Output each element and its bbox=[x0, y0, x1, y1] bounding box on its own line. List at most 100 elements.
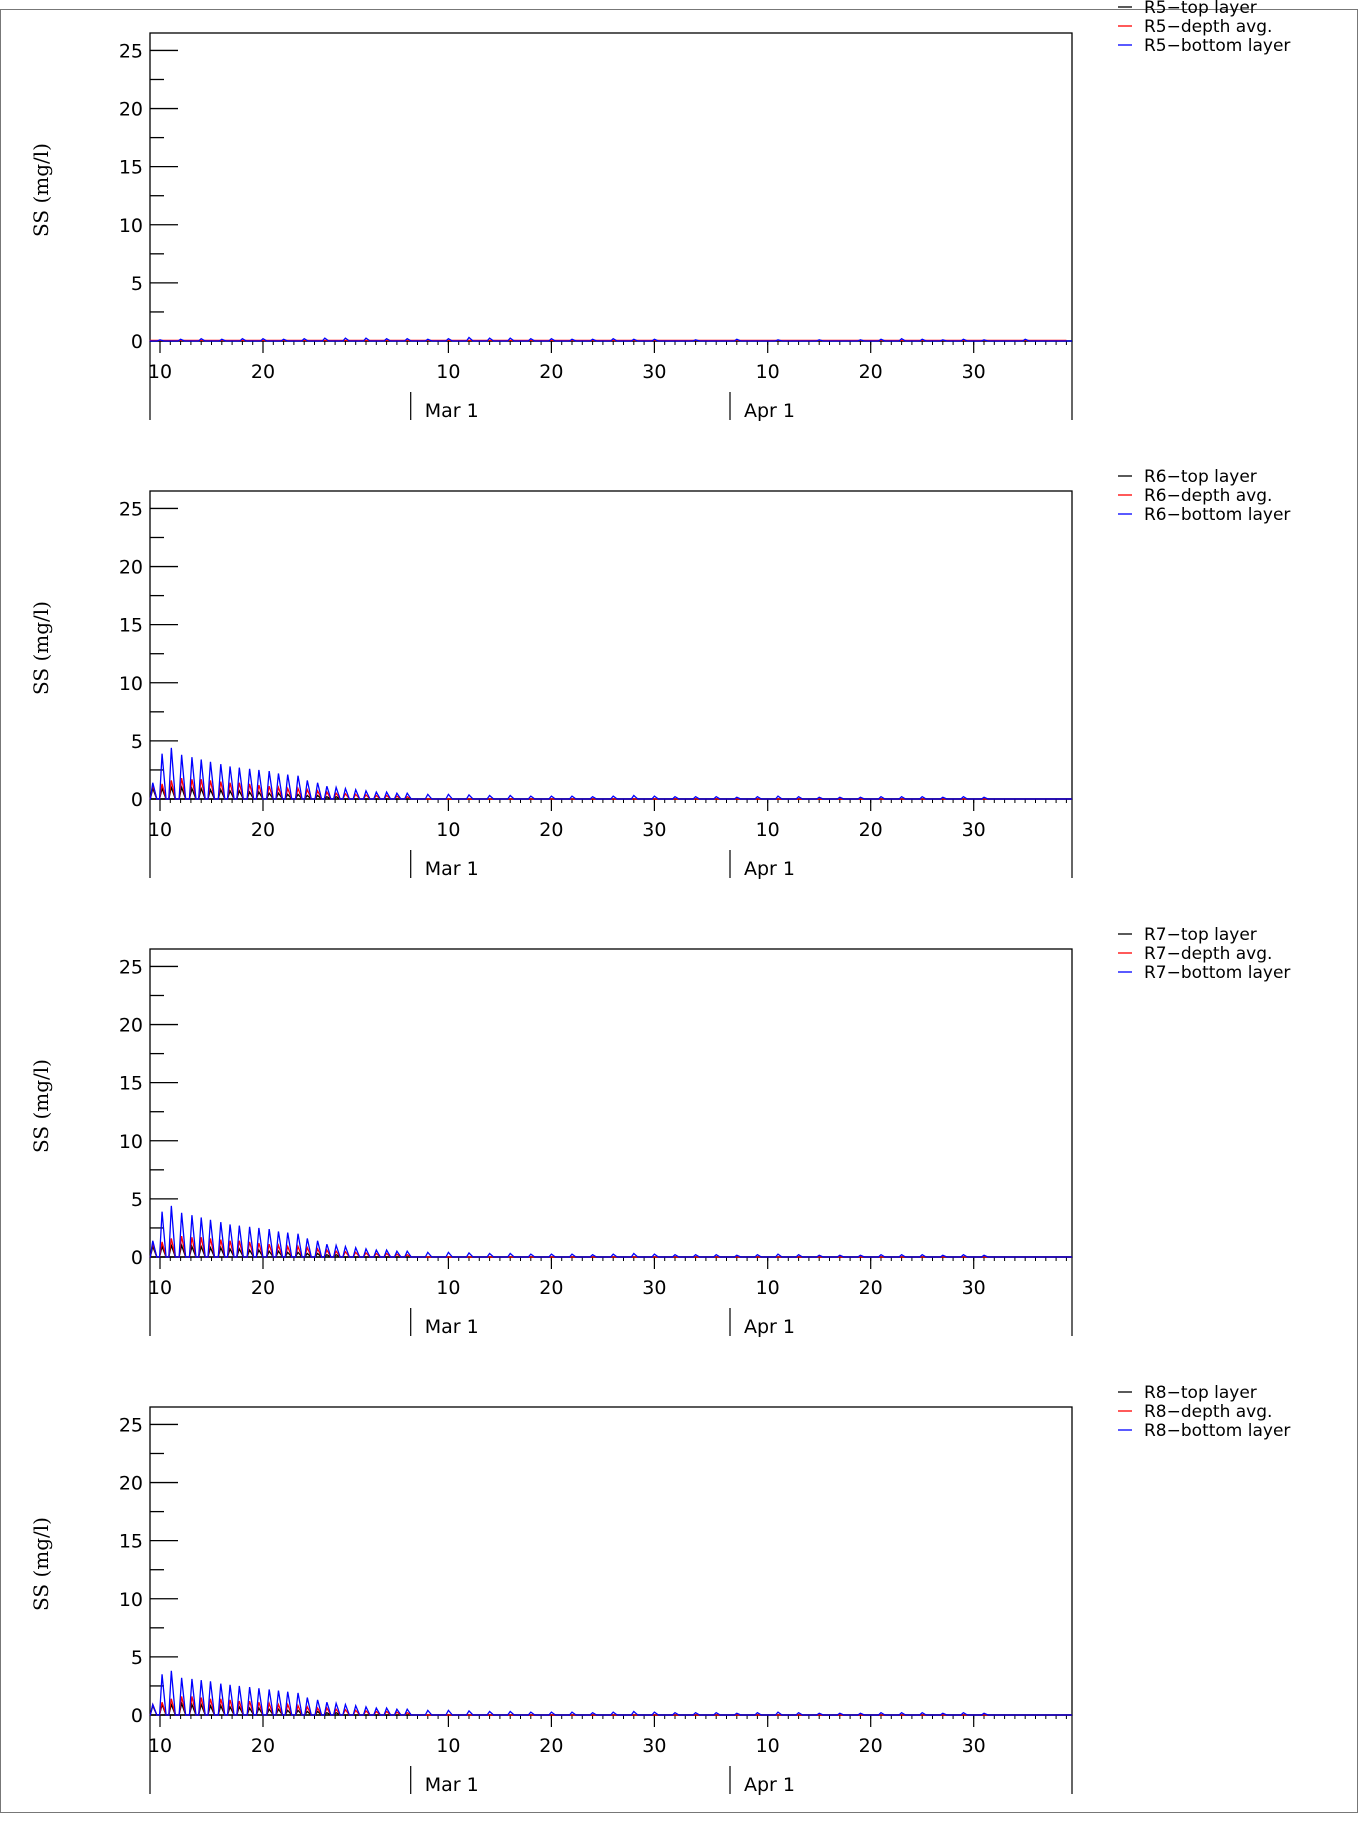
series-2 bbox=[149, 1670, 1072, 1716]
x-tick-label: 20 bbox=[859, 1735, 883, 1757]
series-line bbox=[149, 747, 1072, 800]
y-tick-label: 0 bbox=[131, 1705, 143, 1727]
plot-frame bbox=[149, 948, 1073, 1258]
y-tick-label: 0 bbox=[131, 1247, 143, 1269]
y-tick-label: 10 bbox=[119, 215, 143, 237]
y-tick-label: 5 bbox=[131, 273, 143, 295]
series-1 bbox=[149, 777, 1072, 800]
x-tick-label: 20 bbox=[859, 361, 883, 383]
series-2 bbox=[149, 1205, 1072, 1258]
y-tick-label: 0 bbox=[131, 789, 143, 811]
x-tick-label: 10 bbox=[756, 361, 780, 383]
x-tick-label: 30 bbox=[642, 1277, 666, 1299]
legend-label: R6−top layer bbox=[1144, 467, 1257, 487]
x-tick-label: 20 bbox=[539, 1735, 563, 1757]
y-tick-label: 5 bbox=[131, 1647, 143, 1669]
x-tick-label: 30 bbox=[962, 361, 986, 383]
x-tick-label: 20 bbox=[859, 1277, 883, 1299]
chart-panel-3: 0 5 10 15 20 25 SS (mg/l) 10 20 10 20 30 10 20 30 Mar 1… bbox=[0, 916, 1359, 1376]
x-tick-label: 30 bbox=[962, 1277, 986, 1299]
y-tick-label: 20 bbox=[119, 557, 143, 579]
month-label: Mar 1 bbox=[425, 1774, 479, 1796]
legend-label: R8−top layer bbox=[1144, 1383, 1257, 1403]
series-line bbox=[149, 336, 1072, 342]
month-label: Apr 1 bbox=[744, 858, 795, 880]
x-tick-label: 30 bbox=[642, 819, 666, 841]
x-tick-label: 10 bbox=[756, 1277, 780, 1299]
legend-label: R5−bottom layer bbox=[1144, 36, 1290, 56]
legend-label: R8−bottom layer bbox=[1144, 1421, 1290, 1441]
y-axis-label: SS (mg/l) bbox=[29, 601, 53, 695]
x-tick-label: 10 bbox=[148, 1735, 172, 1757]
series-1 bbox=[149, 1696, 1072, 1716]
series-line bbox=[149, 1670, 1072, 1716]
y-tick-label: 25 bbox=[119, 956, 143, 978]
x-tick-label: 20 bbox=[251, 361, 275, 383]
x-tick-label: 20 bbox=[251, 1735, 275, 1757]
legend-label: R5−top layer bbox=[1144, 0, 1257, 18]
x-tick-label: 20 bbox=[539, 819, 563, 841]
plot-frame bbox=[149, 32, 1073, 342]
x-tick-label: 30 bbox=[642, 361, 666, 383]
y-tick-label: 20 bbox=[119, 1473, 143, 1495]
y-tick-label: 10 bbox=[119, 1589, 143, 1611]
y-axis-label: SS (mg/l) bbox=[29, 143, 53, 237]
month-label: Mar 1 bbox=[425, 400, 479, 422]
x-tick-label: 10 bbox=[436, 361, 460, 383]
x-tick-label: 10 bbox=[148, 1277, 172, 1299]
chart-svg: 0 5 10 15 20 25 SS (mg/l) 10 20 10 20 30 10 20 30 Mar 1… bbox=[29, 925, 1290, 1338]
y-tick-label: 10 bbox=[119, 1131, 143, 1153]
x-tick-label: 30 bbox=[962, 819, 986, 841]
legend-label: R7−bottom layer bbox=[1144, 963, 1290, 983]
chart-svg: 0 5 10 15 20 25 SS (mg/l) 10 20 10 20 30 10 20 30 Mar 1… bbox=[29, 0, 1290, 422]
x-tick-label: 10 bbox=[148, 819, 172, 841]
y-tick-label: 5 bbox=[131, 731, 143, 753]
x-tick-label: 20 bbox=[251, 819, 275, 841]
x-tick-label: 20 bbox=[859, 819, 883, 841]
chart-panel-2: 0 5 10 15 20 25 SS (mg/l) 10 20 10 20 30 10 20 30 Mar 1… bbox=[0, 458, 1359, 918]
series-line bbox=[149, 777, 1072, 800]
y-tick-label: 25 bbox=[119, 498, 143, 520]
y-tick-label: 25 bbox=[119, 1414, 143, 1436]
legend-label: R7−depth avg. bbox=[1144, 944, 1272, 964]
series-line bbox=[149, 1235, 1072, 1258]
chart-panel-4: 0 5 10 15 20 25 SS (mg/l) 10 20 10 20 30 10 20 30 Mar 1… bbox=[0, 1374, 1359, 1834]
x-tick-label: 10 bbox=[436, 819, 460, 841]
x-tick-label: 10 bbox=[436, 1735, 460, 1757]
month-label: Mar 1 bbox=[425, 1316, 479, 1338]
x-tick-label: 10 bbox=[756, 819, 780, 841]
y-tick-label: 15 bbox=[119, 1531, 143, 1553]
y-tick-label: 10 bbox=[119, 673, 143, 695]
series-line bbox=[149, 1205, 1072, 1258]
y-tick-label: 25 bbox=[119, 40, 143, 62]
x-tick-label: 30 bbox=[962, 1735, 986, 1757]
plot-frame bbox=[149, 1406, 1073, 1716]
y-tick-label: 0 bbox=[131, 331, 143, 353]
plot-frame bbox=[149, 490, 1073, 800]
x-tick-label: 20 bbox=[251, 1277, 275, 1299]
series-1 bbox=[149, 1235, 1072, 1258]
x-tick-label: 10 bbox=[148, 361, 172, 383]
y-tick-label: 15 bbox=[119, 157, 143, 179]
chart-panel-1: 0 5 10 15 20 25 SS (mg/l) 10 20 10 20 30 10 20 30 Mar 1… bbox=[0, 0, 1359, 460]
x-tick-label: 30 bbox=[642, 1735, 666, 1757]
month-label: Mar 1 bbox=[425, 858, 479, 880]
y-tick-label: 15 bbox=[119, 615, 143, 637]
x-tick-label: 10 bbox=[756, 1735, 780, 1757]
series-2 bbox=[149, 336, 1072, 342]
series-2 bbox=[149, 747, 1072, 800]
x-tick-label: 10 bbox=[436, 1277, 460, 1299]
chart-svg: 0 5 10 15 20 25 SS (mg/l) 10 20 10 20 30 10 20 30 Mar 1… bbox=[29, 1383, 1290, 1796]
y-axis-label: SS (mg/l) bbox=[29, 1059, 53, 1153]
legend-label: R5−depth avg. bbox=[1144, 17, 1272, 37]
y-tick-label: 5 bbox=[131, 1189, 143, 1211]
month-label: Apr 1 bbox=[744, 400, 795, 422]
y-axis-label: SS (mg/l) bbox=[29, 1517, 53, 1611]
month-label: Apr 1 bbox=[744, 1774, 795, 1796]
y-tick-label: 15 bbox=[119, 1073, 143, 1095]
legend-label: R8−depth avg. bbox=[1144, 1402, 1272, 1422]
x-tick-label: 20 bbox=[539, 1277, 563, 1299]
series-line bbox=[149, 1696, 1072, 1716]
chart-svg: 0 5 10 15 20 25 SS (mg/l) 10 20 10 20 30 10 20 30 Mar 1… bbox=[29, 467, 1290, 880]
